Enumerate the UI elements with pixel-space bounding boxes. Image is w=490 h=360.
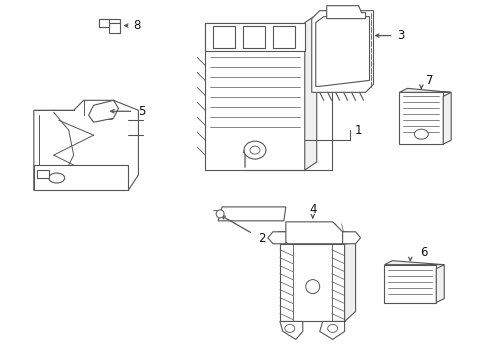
- Polygon shape: [319, 321, 344, 339]
- Polygon shape: [218, 207, 286, 221]
- Polygon shape: [343, 232, 361, 244]
- Bar: [243, 26, 265, 48]
- Polygon shape: [385, 261, 444, 265]
- Polygon shape: [278, 222, 353, 244]
- Bar: [37, 170, 49, 178]
- Ellipse shape: [250, 146, 260, 154]
- Text: 3: 3: [397, 29, 405, 42]
- Text: 5: 5: [138, 105, 146, 118]
- Text: 1: 1: [355, 124, 362, 137]
- Bar: [385, 265, 436, 302]
- Polygon shape: [89, 100, 119, 122]
- Bar: [399, 92, 443, 144]
- Bar: [280, 244, 344, 321]
- Polygon shape: [98, 19, 108, 27]
- Ellipse shape: [306, 280, 319, 293]
- Polygon shape: [344, 236, 356, 321]
- Polygon shape: [443, 92, 451, 144]
- Polygon shape: [34, 100, 138, 190]
- Text: 7: 7: [426, 74, 434, 87]
- Text: 2: 2: [258, 232, 266, 245]
- Polygon shape: [34, 165, 128, 190]
- Text: 4: 4: [309, 203, 317, 216]
- Ellipse shape: [49, 173, 65, 183]
- Ellipse shape: [415, 129, 428, 139]
- Polygon shape: [268, 232, 286, 244]
- Polygon shape: [316, 17, 369, 86]
- Polygon shape: [327, 6, 366, 19]
- Text: 6: 6: [420, 246, 428, 259]
- Ellipse shape: [285, 324, 295, 332]
- Polygon shape: [436, 265, 444, 302]
- Polygon shape: [399, 88, 451, 92]
- Polygon shape: [108, 23, 121, 32]
- Ellipse shape: [328, 324, 338, 332]
- Ellipse shape: [244, 141, 266, 159]
- Bar: [205, 23, 305, 50]
- Polygon shape: [305, 15, 317, 170]
- Bar: [213, 26, 235, 48]
- Bar: [205, 23, 305, 170]
- Bar: [273, 26, 295, 48]
- Polygon shape: [280, 321, 303, 339]
- Polygon shape: [312, 11, 373, 92]
- Ellipse shape: [216, 210, 224, 218]
- Text: 8: 8: [133, 19, 141, 32]
- Polygon shape: [98, 19, 121, 27]
